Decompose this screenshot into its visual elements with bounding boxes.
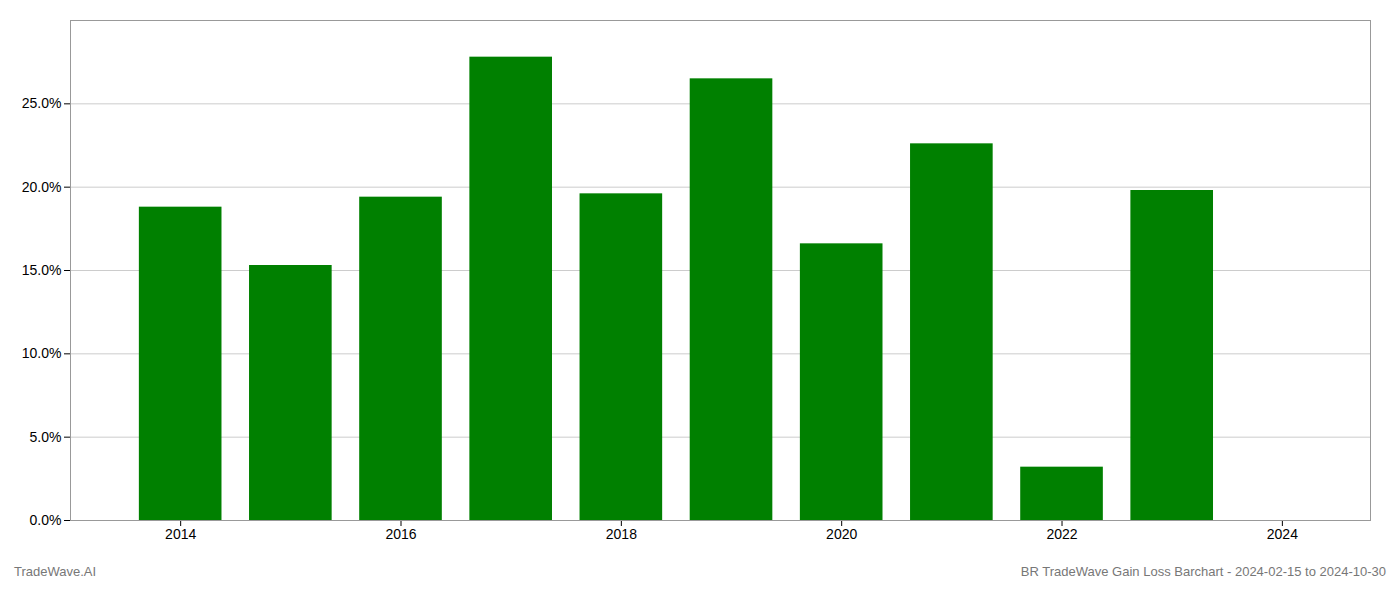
svg-text:2020: 2020 — [826, 526, 857, 542]
svg-text:2024: 2024 — [1267, 526, 1298, 542]
svg-text:0.0%: 0.0% — [30, 512, 62, 528]
html-text:TradeWave.AI: TradeWave.AI — [14, 564, 97, 579]
html-text:BR TradeWave Gain Loss Barchar: BR TradeWave Gain Loss Barchart - 2024-0… — [1020, 564, 1386, 579]
svg-text:2018: 2018 — [606, 526, 637, 542]
svg-text:10.0%: 10.0% — [22, 345, 62, 361]
svg-text:15.0%: 15.0% — [22, 262, 62, 278]
svg-text:2022: 2022 — [1046, 526, 1077, 542]
svg-text:20.0%: 20.0% — [22, 179, 62, 195]
svg-text:5.0%: 5.0% — [30, 429, 62, 445]
svg-text:2016: 2016 — [385, 526, 416, 542]
svg-text:25.0%: 25.0% — [22, 95, 62, 111]
svg-text:2014: 2014 — [165, 526, 196, 542]
